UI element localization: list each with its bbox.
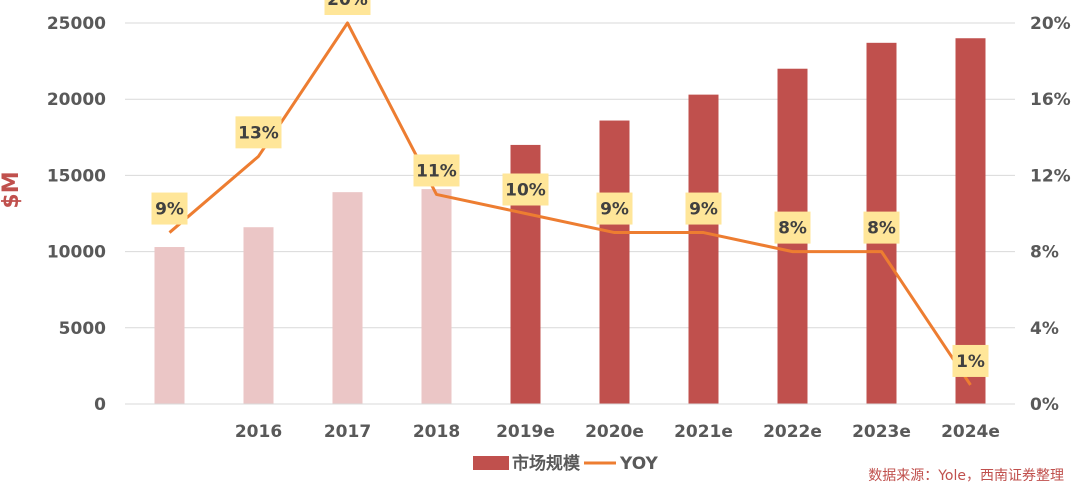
data-label-box (685, 192, 722, 225)
y2-tick-label: 8% (1030, 243, 1059, 263)
yoy-data-label: 10% (502, 173, 549, 206)
y2-tick-label: 4% (1030, 319, 1059, 339)
y-tick-label: 10000 (47, 243, 106, 263)
x-tick-label: 2018 (413, 422, 460, 442)
data-label-text: 8% (778, 219, 807, 239)
data-label-box (324, 0, 371, 15)
x-tick-label: 2020e (585, 422, 644, 442)
yoy-data-label: 8% (774, 211, 811, 244)
right-y-axis: 0% 4% 8% 12% 16% 20% (1030, 14, 1071, 415)
data-label-box (863, 211, 900, 244)
data-label-box (596, 192, 633, 225)
y-tick-label: 5000 (59, 319, 106, 339)
yoy-data-label: 11% (413, 154, 460, 187)
x-tick-label: 2017 (324, 422, 371, 442)
yoy-data-label: 9% (151, 192, 188, 225)
y2-tick-label: 16% (1030, 90, 1071, 110)
y2-tick-label: 20% (1030, 14, 1071, 34)
data-label-box (235, 116, 282, 149)
yoy-line (168, 21, 972, 386)
source-note: 数据来源：Yole，西南证券整理 (868, 468, 1064, 484)
data-label-box (952, 344, 989, 377)
x-tick-label: 2022e (763, 422, 822, 442)
x-tick-label: 2021e (674, 422, 733, 442)
yoy-data-label: 8% (863, 211, 900, 244)
legend-line-label: YOY (619, 454, 659, 474)
bar (599, 120, 630, 404)
x-tick-label: 2024e (941, 422, 1000, 442)
yoy-line-series (168, 21, 972, 386)
bar (955, 38, 986, 405)
data-label-box (151, 192, 188, 225)
x-axis: 2016 2017 2018 2019e 2020e 2021e 2022e 2023e 202… (125, 403, 1015, 442)
yoy-data-label: 1% (952, 344, 989, 377)
data-label-text: 11% (416, 161, 457, 181)
data-label-box (413, 154, 460, 187)
y2-tick-label: 0% (1030, 395, 1059, 415)
y-axis-title: $M (0, 171, 24, 208)
bar-series (154, 38, 986, 405)
left-y-axis: 0 5000 10000 15000 20000 25000 (47, 14, 106, 415)
y-tick-label: 25000 (47, 14, 106, 34)
bar (421, 189, 452, 404)
yoy-data-label: 9% (685, 192, 722, 225)
data-label-text: 1% (956, 352, 985, 372)
data-label-text: 13% (238, 123, 279, 143)
y-tick-label: 0 (94, 395, 106, 415)
yoy-data-label: 13% (235, 116, 282, 149)
legend: 市场规模 YOY (473, 453, 659, 474)
bar (154, 247, 185, 404)
legend-bar-swatch (473, 456, 509, 470)
y-tick-label: 15000 (47, 166, 106, 186)
y2-tick-label: 12% (1030, 166, 1071, 186)
x-tick-label: 2023e (852, 422, 911, 442)
data-label-text: 10% (505, 181, 546, 201)
bar (332, 192, 363, 404)
legend-bar-label: 市场规模 (512, 453, 581, 474)
x-tick-label: 2019e (496, 422, 555, 442)
yoy-data-label: 20% (324, 0, 371, 15)
data-label-text: 9% (155, 200, 184, 220)
yoy-data-labels: 9% 13% 20% 11% 10% 9% 9% 8% 8% 1% (151, 0, 989, 377)
bar (688, 94, 719, 405)
yoy-data-label: 9% (596, 192, 633, 225)
data-label-text: 20% (327, 0, 368, 10)
data-label-box (774, 211, 811, 244)
data-label-text: 8% (867, 219, 896, 239)
data-label-text: 9% (689, 200, 718, 220)
bar (243, 227, 274, 404)
data-label-box (502, 173, 549, 206)
y-tick-label: 20000 (47, 90, 106, 110)
x-tick-label: 2016 (235, 422, 282, 442)
data-label-text: 9% (600, 200, 629, 220)
